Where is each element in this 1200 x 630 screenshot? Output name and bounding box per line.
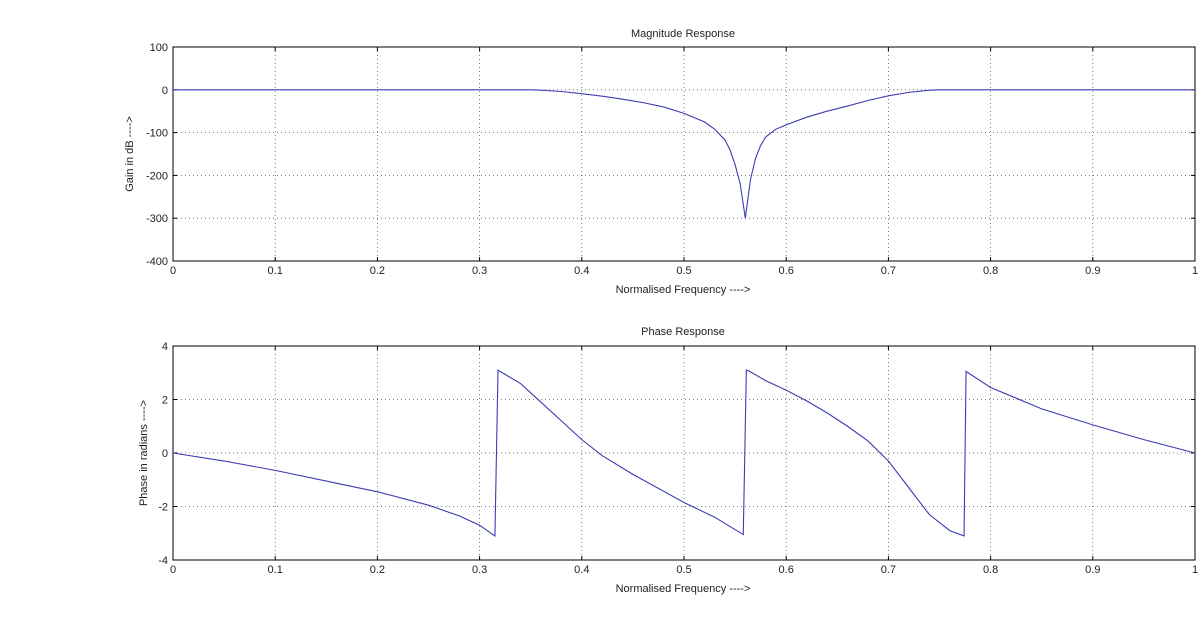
- phase-xtick-label: 0.9: [1085, 564, 1100, 576]
- magnitude-curve: [173, 89, 1195, 219]
- magnitude-xtick-label: 1: [1192, 265, 1198, 277]
- magnitude-xtick-label: 0.8: [983, 265, 998, 277]
- magnitude-ytick-label: 100: [150, 42, 168, 54]
- phase-xtick-label: 0.3: [472, 564, 487, 576]
- magnitude-xtick-label: 0.7: [881, 265, 896, 277]
- phase-ylabel: Phase in radians ---->: [138, 400, 150, 506]
- magnitude-xtick-label: 0.6: [779, 265, 794, 277]
- magnitude-subplot: Magnitude Response 0 0.1 0.2 0.3 0.4 0.5 0.6 0.…: [124, 28, 1198, 296]
- magnitude-ytick-label: 0: [162, 85, 168, 97]
- magnitude-xlabel: Normalised Frequency ---->: [616, 284, 751, 296]
- phase-xlabel: Normalised Frequency ---->: [616, 583, 751, 595]
- phase-ytick-label: -4: [158, 555, 168, 567]
- phase-ytick-label: -2: [158, 502, 168, 514]
- magnitude-ytick-label: -300: [146, 213, 168, 225]
- phase-subplot: Phase Response 0 0.1 0.2 0.3 0.4 0.5 0.6 0.7 0.8…: [138, 326, 1198, 595]
- magnitude-xtick-label: 0.2: [370, 265, 385, 277]
- magnitude-ylabel: Gain in dB ---->: [124, 116, 136, 192]
- phase-xtick-label: 0.6: [779, 564, 794, 576]
- magnitude-xtick-label: 0: [170, 265, 176, 277]
- phase-ytick-label: 4: [162, 341, 168, 353]
- phase-ticks: 0 0.1 0.2 0.3 0.4 0.5 0.6 0.7 0.8 0.9 1 -4 -2 0 2 4: [158, 341, 1198, 576]
- magnitude-ytick-label: -200: [146, 170, 168, 182]
- magnitude-xtick-label: 0.3: [472, 265, 487, 277]
- magnitude-xtick-label: 0.5: [676, 265, 691, 277]
- phase-xtick-label: 0.8: [983, 564, 998, 576]
- phase-xtick-label: 0: [170, 564, 176, 576]
- magnitude-xtick-label: 0.9: [1085, 265, 1100, 277]
- phase-xtick-label: 0.2: [370, 564, 385, 576]
- phase-grid: [173, 346, 1195, 560]
- magnitude-grid: [173, 47, 1195, 261]
- phase-xtick-label: 1: [1192, 564, 1198, 576]
- phase-xtick-label: 0.4: [574, 564, 589, 576]
- magnitude-ytick-label: -400: [146, 256, 168, 268]
- magnitude-xtick-label: 0.1: [268, 265, 283, 277]
- phase-ytick-label: 2: [162, 395, 168, 407]
- phase-ytick-label: 0: [162, 448, 168, 460]
- magnitude-ticks: 0 0.1 0.2 0.3 0.4 0.5 0.6 0.7 0.8 0.9 1 -400 -300 -20…: [146, 42, 1198, 277]
- phase-title: Phase Response: [641, 326, 725, 338]
- magnitude-ytick-label: -100: [146, 128, 168, 140]
- magnitude-xtick-label: 0.4: [574, 265, 589, 277]
- phase-xtick-label: 0.1: [268, 564, 283, 576]
- phase-xtick-label: 0.7: [881, 564, 896, 576]
- phase-curve: [172, 369, 1196, 537]
- phase-xtick-label: 0.5: [676, 564, 691, 576]
- magnitude-title: Magnitude Response: [631, 28, 735, 40]
